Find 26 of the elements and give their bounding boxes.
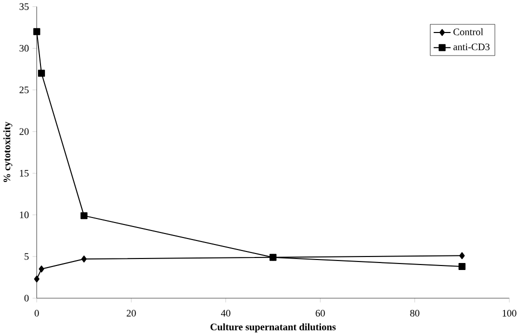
x-tick-label: 60 [316, 310, 325, 317]
legend-label: anti-CD3 [453, 44, 490, 50]
y-tick-label: 15 [20, 170, 29, 177]
y-tick-label: 35 [20, 3, 29, 10]
point [33, 28, 40, 36]
y-tick-label: 20 [20, 128, 29, 136]
point [80, 212, 88, 220]
point [34, 276, 40, 283]
x-tick-label: 40 [220, 310, 230, 317]
x-axis-title: Culture supernatant dilutions [210, 324, 336, 333]
y-axis-title: % cytotoxicity [3, 122, 12, 182]
y-tick-label: 10 [20, 212, 29, 218]
x-tick-label: 80 [410, 310, 420, 317]
point [81, 256, 87, 263]
point [459, 252, 465, 260]
x-tick-label: 100 [502, 310, 516, 317]
legend-label: Control [453, 28, 484, 36]
x-tick-label: 0 [34, 310, 39, 317]
point [458, 263, 466, 270]
x-tick-label: 20 [126, 310, 136, 317]
y-tick-label: 30 [20, 45, 29, 52]
y-tick-label: 0 [24, 295, 29, 302]
point [38, 70, 45, 77]
point [38, 266, 44, 273]
y-tick-label: 25 [20, 86, 29, 94]
y-tick-label: 5 [24, 253, 29, 260]
